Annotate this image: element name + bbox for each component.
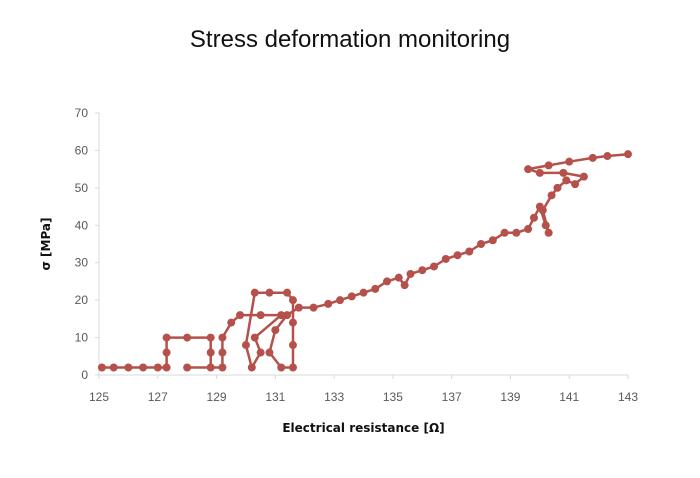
data-point xyxy=(512,228,521,237)
x-tick-label: 135 xyxy=(383,390,403,404)
data-point xyxy=(383,277,392,286)
x-tick-label: 133 xyxy=(324,390,344,404)
data-point xyxy=(162,363,171,372)
data-point xyxy=(183,333,192,342)
data-point xyxy=(206,348,215,357)
y-tick-label: 0 xyxy=(81,368,88,382)
data-point xyxy=(579,172,588,181)
data-point xyxy=(277,363,286,372)
data-point xyxy=(562,176,571,185)
data-point xyxy=(97,363,106,372)
y-axis-label: σ [MPa] xyxy=(39,217,53,270)
data-point xyxy=(250,288,259,297)
data-point xyxy=(218,348,227,357)
y-tick-label: 70 xyxy=(75,106,89,120)
data-point xyxy=(541,221,550,230)
data-point xyxy=(529,213,538,222)
data-point xyxy=(241,341,250,350)
data-point xyxy=(236,311,245,320)
data-point xyxy=(565,157,574,166)
data-point xyxy=(553,183,562,192)
data-point xyxy=(218,363,227,372)
data-point xyxy=(247,363,256,372)
y-tick-label: 10 xyxy=(75,331,89,345)
data-point xyxy=(465,247,474,256)
data-point xyxy=(524,165,533,174)
data-point xyxy=(162,348,171,357)
data-point xyxy=(183,363,192,372)
data-point xyxy=(324,299,333,308)
y-tick-label: 30 xyxy=(75,256,89,270)
x-tick-label: 139 xyxy=(500,390,520,404)
data-point xyxy=(477,240,486,248)
data-point xyxy=(218,333,227,342)
data-point xyxy=(162,333,171,342)
data-point xyxy=(441,254,450,263)
x-tick-label: 129 xyxy=(207,390,227,404)
x-tick-label: 131 xyxy=(265,390,285,404)
data-point xyxy=(277,311,286,320)
data-point xyxy=(547,191,556,200)
y-tick-label: 50 xyxy=(75,181,89,195)
data-point xyxy=(271,326,280,335)
data-point xyxy=(250,333,259,342)
data-point xyxy=(265,288,274,297)
data-point xyxy=(309,303,318,312)
data-point xyxy=(265,348,274,357)
data-point xyxy=(588,153,597,162)
data-point xyxy=(335,296,344,305)
data-point xyxy=(559,168,568,177)
data-point xyxy=(153,363,162,372)
data-point xyxy=(430,262,439,271)
x-tick-label: 127 xyxy=(148,390,168,404)
series-line xyxy=(101,152,629,369)
data-point xyxy=(347,292,356,301)
data-point xyxy=(139,363,148,372)
data-point xyxy=(406,269,415,278)
data-point xyxy=(524,225,533,234)
data-point xyxy=(256,311,265,320)
data-point xyxy=(283,311,292,320)
x-axis-label: Electrical resistance [Ω] xyxy=(282,421,444,435)
data-point xyxy=(288,318,297,327)
data-point xyxy=(453,251,462,260)
data-point xyxy=(371,284,380,293)
x-tick-label: 125 xyxy=(89,390,109,404)
data-point xyxy=(206,363,215,372)
data-point xyxy=(288,296,297,305)
data-point xyxy=(227,318,236,327)
data-point xyxy=(500,228,509,237)
data-point xyxy=(544,161,553,170)
data-point xyxy=(535,168,544,177)
data-point xyxy=(603,152,612,161)
data-point xyxy=(124,363,133,372)
data-point xyxy=(400,281,409,290)
data-point xyxy=(109,363,118,372)
data-point xyxy=(418,266,427,275)
data-point xyxy=(624,150,632,159)
y-tick-label: 60 xyxy=(75,143,89,157)
data-point xyxy=(206,333,215,342)
y-tick-label: 20 xyxy=(75,293,89,307)
chart-title: Stress deformation monitoring xyxy=(189,26,511,53)
data-point xyxy=(488,236,497,245)
data-point xyxy=(288,363,297,372)
x-tick-label: 137 xyxy=(442,390,462,404)
data-point xyxy=(256,348,265,357)
data-point xyxy=(571,180,580,189)
data-point xyxy=(394,273,403,282)
data-point xyxy=(359,288,368,297)
y-tick-label: 40 xyxy=(75,218,89,232)
x-tick-label: 143 xyxy=(618,390,638,404)
data-point xyxy=(283,288,292,297)
data-point xyxy=(288,341,297,350)
data-point xyxy=(544,228,553,237)
x-tick-label: 141 xyxy=(559,390,579,404)
data-point xyxy=(538,206,547,215)
data-point xyxy=(294,303,303,312)
